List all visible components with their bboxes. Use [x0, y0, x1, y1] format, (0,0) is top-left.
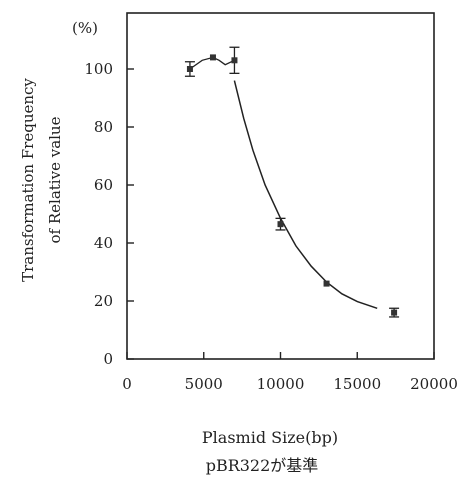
- curves: [189, 56, 378, 310]
- data-point: [231, 57, 238, 64]
- y-tick-label: 100: [84, 60, 113, 78]
- y-tick-label: 60: [94, 176, 113, 194]
- data-point: [277, 221, 284, 228]
- data-point: [391, 309, 398, 316]
- y-tick-label: 0: [103, 350, 113, 368]
- x-axis-label-line2: pBR322が基準: [206, 456, 319, 475]
- y-axis-label-line2: of Relative value: [46, 116, 64, 243]
- x-axis-label-line1: Plasmid Size(bp): [202, 428, 338, 447]
- x-tick-label: 15000: [333, 375, 381, 393]
- y-axis-ticks: 0 20 40 60 80 100: [84, 60, 134, 368]
- connector-line: [189, 56, 235, 70]
- data-point: [323, 280, 330, 287]
- x-tick-label: 10000: [257, 375, 305, 393]
- data-points: [184, 46, 400, 318]
- y-tick-label: 40: [94, 234, 113, 252]
- x-tick-label: 5000: [185, 375, 223, 393]
- y-axis-label-line1: Transformation Frequency: [19, 78, 37, 282]
- data-point: [209, 54, 216, 61]
- x-tick-label: 20000: [410, 375, 458, 393]
- fit-curve: [233, 80, 378, 310]
- y-tick-label: 80: [94, 118, 113, 136]
- y-tick-label: 20: [94, 292, 113, 310]
- x-axis-ticks: 0 5000 10000 15000 20000: [122, 352, 458, 393]
- data-point: [186, 66, 193, 72]
- y-unit-label: (%): [72, 19, 98, 37]
- plot-frame: [126, 12, 435, 360]
- x-tick-label: 0: [122, 375, 132, 393]
